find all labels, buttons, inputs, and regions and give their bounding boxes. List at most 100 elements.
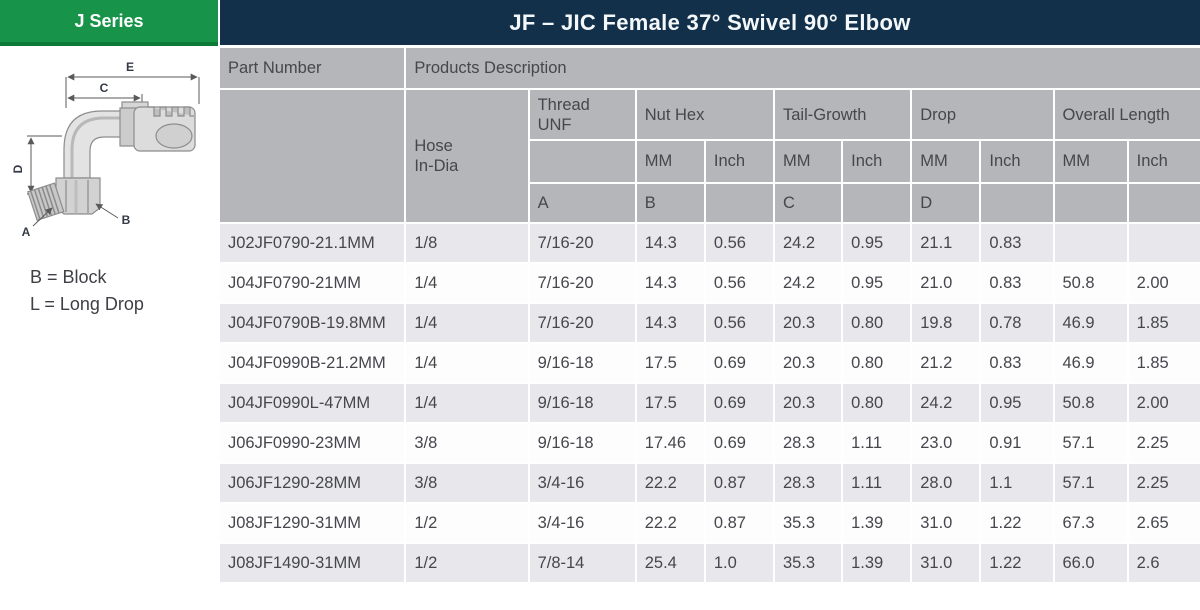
part-number-cell: J06JF1290-28MM: [217, 462, 407, 504]
header-row-units: MM Inch MM Inch MM Inch MM Inch: [219, 139, 1200, 184]
table-body: J02JF0790-21.1MM 1/8 7/16-20 14.3 0.56 24.2 0.…: [217, 222, 1200, 584]
table-row: J02JF0790-21.1MM 1/8 7/16-20 14.3 0.56 24.2 0.…: [217, 222, 1200, 264]
value-cell: 1/8: [404, 222, 530, 264]
value-cell: 1.22: [979, 542, 1055, 584]
table-row: J08JF1290-31MM 1/2 3/4-16 22.2 0.87 35.3 1.39 3…: [217, 502, 1200, 544]
value-cell: 0.56: [703, 222, 776, 264]
page-title: JF – JIC Female 37° Swivel 90° Elbow: [509, 9, 911, 35]
value-cell: 0.69: [703, 422, 776, 464]
value-cell: 17.5: [634, 342, 706, 384]
value-cell: 9/16-18: [527, 382, 637, 424]
value-cell: 1/4: [404, 262, 530, 304]
value-cell: 9/16-18: [527, 422, 637, 464]
value-cell: 0.80: [841, 342, 913, 384]
value-cell: 17.46: [634, 422, 706, 464]
value-cell: 1/2: [404, 502, 530, 544]
value-cell: 2.00: [1126, 382, 1200, 424]
part-number-cell: J04JF0990L-47MM: [217, 382, 407, 424]
value-cell: 1.39: [841, 502, 913, 544]
value-cell: 28.3: [772, 422, 844, 464]
value-cell: 0.87: [703, 502, 776, 544]
table-row: J04JF0990B-21.2MM 1/4 9/16-18 17.5 0.69 20.3 0…: [217, 342, 1200, 384]
value-cell: 46.9: [1052, 342, 1129, 384]
value-cell: 1/2: [404, 542, 530, 584]
series-badge-label: J Series: [74, 10, 144, 31]
dim-label-c: C: [100, 81, 109, 95]
value-cell: 0.69: [703, 342, 776, 384]
unit-mm: MM: [634, 139, 706, 184]
value-cell: 3/4-16: [527, 502, 637, 544]
value-cell: 3/8: [404, 462, 530, 504]
part-number-cell: J04JF0990B-21.2MM: [217, 342, 407, 384]
unit-inch: Inch: [841, 139, 913, 184]
value-cell: 1/4: [404, 382, 530, 424]
part-number-cell: J08JF1490-31MM: [217, 542, 407, 584]
header-row-dim-letters: A B C D: [219, 182, 1200, 224]
col-header-tail-growth: Tail-Growth: [772, 88, 913, 141]
value-cell: 2.25: [1126, 462, 1200, 504]
spec-table: Part Number Products Description Hose In-…: [217, 46, 1200, 584]
value-cell: 57.1: [1052, 462, 1129, 504]
unit-inch: Inch: [703, 139, 776, 184]
unit-mm: MM: [1052, 139, 1129, 184]
value-cell: 7/8-14: [527, 542, 637, 584]
value-cell: 21.1: [910, 222, 982, 264]
table-row: J08JF1490-31MM 1/2 7/8-14 25.4 1.0 35.3 1.39 31…: [217, 542, 1200, 584]
value-cell: 50.8: [1052, 262, 1129, 304]
unit-inch: Inch: [1126, 139, 1200, 184]
value-cell: 19.8: [910, 302, 982, 344]
unit-mm: MM: [772, 139, 844, 184]
value-cell: 0.56: [703, 302, 776, 344]
value-cell: 20.3: [772, 342, 844, 384]
value-cell: 0.87: [703, 462, 776, 504]
value-cell: 7/16-20: [527, 222, 637, 264]
value-cell: 3/4-16: [527, 462, 637, 504]
legend: B = Block L = Long Drop: [30, 264, 144, 318]
table-row: J06JF1290-28MM 3/8 3/4-16 22.2 0.87 28.3 1.11 2…: [217, 462, 1200, 504]
value-cell: 14.3: [634, 302, 706, 344]
table-row: J06JF0990-23MM 3/8 9/16-18 17.46 0.69 28.3 1.1…: [217, 422, 1200, 464]
value-cell: 0.91: [979, 422, 1055, 464]
empty-letter-cell: [841, 182, 913, 224]
value-cell: 20.3: [772, 382, 844, 424]
value-cell: 1.1: [979, 462, 1055, 504]
value-cell: 20.3: [772, 302, 844, 344]
unit-inch: Inch: [979, 139, 1055, 184]
col-header-drop: Drop: [910, 88, 1055, 141]
value-cell: 1.22: [979, 502, 1055, 544]
value-cell: 1.85: [1126, 302, 1200, 344]
value-cell: 1/4: [404, 342, 530, 384]
empty-letter-cell: [1052, 182, 1129, 224]
hose-line2: In-Dia: [414, 157, 459, 175]
value-cell: 0.80: [841, 302, 913, 344]
col-header-hose-in-dia: Hose In-Dia: [404, 88, 530, 224]
value-cell: 17.5: [634, 382, 706, 424]
value-cell: [1052, 222, 1129, 264]
thread-line2: UNF: [537, 115, 572, 134]
value-cell: 35.3: [772, 542, 844, 584]
title-bar: JF – JIC Female 37° Swivel 90° Elbow: [220, 0, 1200, 45]
hose-line1: Hose: [414, 137, 453, 155]
value-cell: 1/4: [404, 302, 530, 344]
value-cell: 24.2: [772, 222, 844, 264]
value-cell: 7/16-20: [527, 302, 637, 344]
value-cell: 35.3: [772, 502, 844, 544]
value-cell: 0.78: [979, 302, 1055, 344]
value-cell: 22.2: [634, 502, 706, 544]
part-number-cell: J02JF0790-21.1MM: [217, 222, 407, 264]
dim-letter-c: C: [772, 182, 844, 224]
value-cell: 46.9: [1052, 302, 1129, 344]
table-row: J04JF0790B-19.8MM 1/4 7/16-20 14.3 0.56 20.3 0…: [217, 302, 1200, 344]
dim-letter-d: D: [910, 182, 982, 224]
legend-long-drop: L = Long Drop: [30, 294, 144, 314]
empty-letter-cell: [703, 182, 776, 224]
header-row-groups: Hose In-Dia Thread UNF Nut Hex Tail-Growth…: [217, 88, 1200, 224]
elbow-drawing: E C D: [11, 60, 200, 239]
dim-letter-b: B: [634, 182, 706, 224]
value-cell: 0.80: [841, 382, 913, 424]
part-number-cell: J06JF0990-23MM: [217, 422, 407, 464]
col-header-overall-length: Overall Length: [1052, 88, 1200, 141]
value-cell: 1.0: [703, 542, 776, 584]
value-cell: 66.0: [1052, 542, 1129, 584]
